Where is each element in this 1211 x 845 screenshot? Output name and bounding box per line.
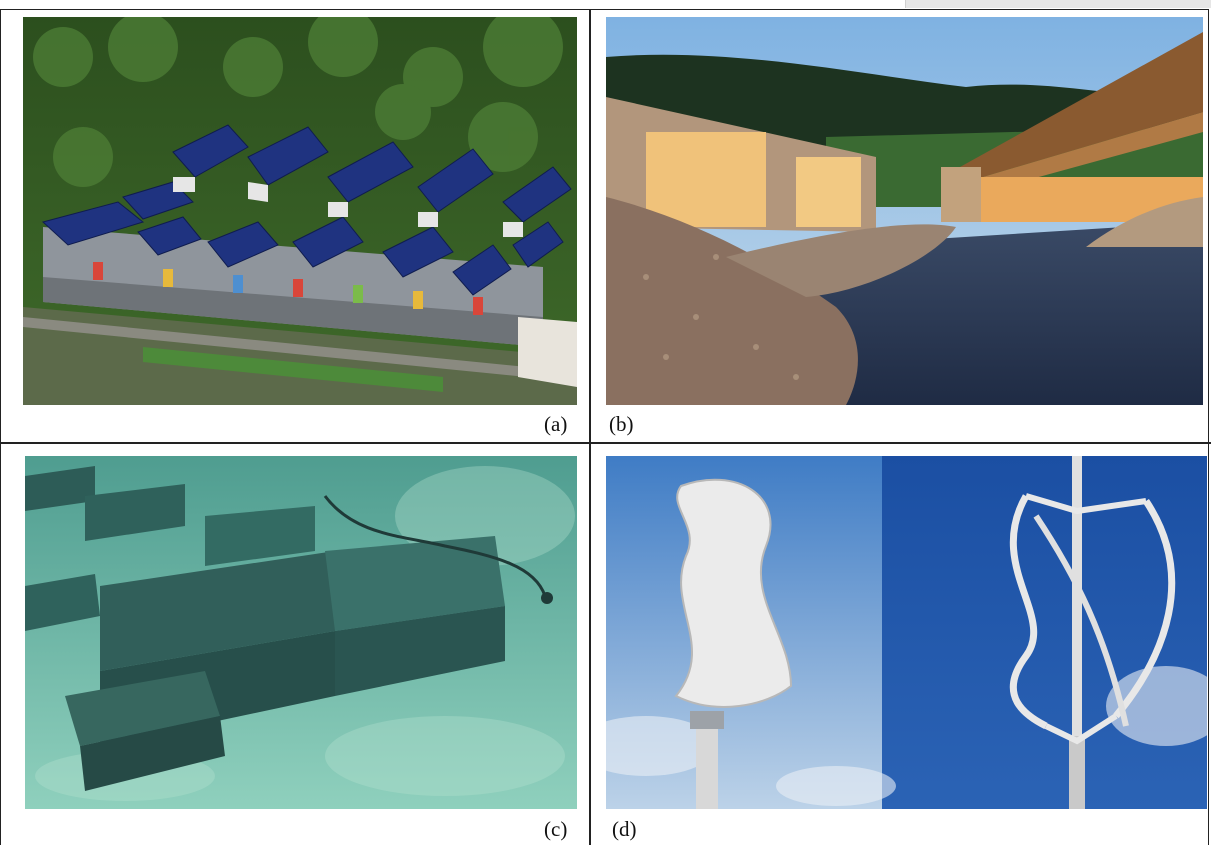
panel-label-d: (d) — [612, 817, 637, 841]
panel-label-a: (a) — [544, 412, 568, 436]
photo-vertical-wind-turbines — [606, 456, 1207, 809]
top-right-strip — [905, 0, 1211, 8]
photo-biomass-storage — [606, 17, 1203, 405]
grid-vertical-divider — [589, 9, 591, 845]
photo-solar-settlement — [23, 17, 577, 405]
panel-label-c: (c) — [544, 817, 568, 841]
photo-underwater-storage — [25, 456, 577, 809]
panel-label-b: (b) — [609, 412, 634, 436]
figure-grid — [0, 9, 1209, 845]
grid-horizontal-divider — [0, 442, 1211, 444]
